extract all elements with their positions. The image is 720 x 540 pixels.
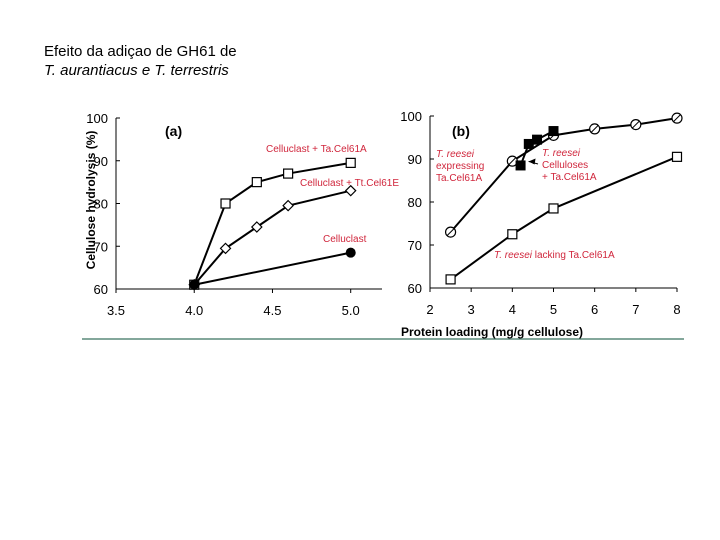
x-tick-label: 4.0	[185, 303, 203, 318]
y-tick-label: 70	[408, 238, 422, 253]
data-point	[671, 112, 683, 124]
panel-label: (b)	[452, 123, 470, 139]
x-tick-label: 2	[426, 302, 433, 317]
x-tick-label: 4.5	[263, 303, 281, 318]
x-tick-label: 8	[673, 302, 680, 317]
data-point	[445, 274, 456, 285]
y-axis-label: Cellulose hydrolysis (%)	[84, 131, 98, 270]
panel-b: 60 70 80 90 100 2 3 4 5 6 7 8 (b) T. reesei expressing…	[400, 109, 683, 317]
series-label: T. reesei Celluloses + Ta.Cel61A	[542, 148, 597, 183]
data-point	[507, 229, 518, 240]
data-point	[283, 168, 294, 179]
x-tick-label: 3.5	[107, 303, 125, 318]
data-point	[515, 160, 526, 171]
data-point	[344, 184, 357, 197]
series-label: Celluclast + Tt.Cel61E	[300, 178, 399, 189]
y-tick-label: 60	[408, 281, 422, 296]
data-point	[444, 226, 457, 238]
y-tick-label: 80	[94, 197, 108, 212]
x-tick-label: 6	[591, 302, 598, 317]
data-point	[523, 138, 534, 149]
series-label: T. reesei lacking Ta.Cel61A	[494, 250, 615, 261]
slide-title-line-2: T. aurantiacus e T. terrestris	[44, 62, 229, 79]
data-point	[250, 221, 263, 233]
x-tick-label: 3	[468, 302, 475, 317]
data-point	[532, 134, 543, 145]
series-line	[194, 251, 351, 286]
slide-title: Efeito da adiçao de GH61 de T. aurantiac…	[44, 42, 237, 80]
slide-title-line-1: Efeito da adiçao de GH61 de	[44, 43, 237, 60]
data-point	[189, 279, 200, 290]
data-point	[219, 242, 232, 255]
panel-a: 60 70 80 90 100 3.5 4.0 4.5 5.0 (a) Celluclast + T…	[86, 111, 399, 318]
data-point	[251, 177, 262, 188]
panel-label: (a)	[165, 123, 182, 139]
series-label: Celluclast	[323, 234, 367, 245]
y-tick-label: 100	[400, 109, 422, 124]
data-point	[671, 151, 683, 162]
x-axis-label: Protein loading (mg/g cellulose)	[401, 325, 583, 339]
data-point	[345, 157, 356, 168]
data-point	[589, 123, 601, 135]
data-point	[220, 198, 231, 209]
y-tick-label: 60	[94, 282, 108, 297]
x-tick-label: 4	[509, 302, 516, 317]
data-point	[630, 118, 642, 131]
data-point	[548, 203, 559, 214]
x-tick-label: 5	[550, 302, 557, 317]
y-tick-label: 70	[94, 239, 108, 254]
data-point	[345, 247, 356, 258]
data-point	[282, 199, 294, 212]
y-tick-label: 90	[408, 152, 422, 167]
data-point	[548, 126, 559, 137]
series-label: T. reesei expressing Ta.Cel61A	[436, 149, 484, 184]
y-tick-label: 90	[94, 154, 108, 169]
arrow-head	[528, 158, 536, 165]
series-label: Celluclast + Ta.Cel61A	[266, 144, 367, 155]
y-tick-label: 80	[408, 195, 422, 210]
x-tick-label: 7	[632, 302, 639, 317]
series-line	[449, 117, 678, 233]
series-line	[449, 155, 678, 281]
y-tick-label: 100	[86, 111, 108, 126]
x-tick-label: 5.0	[342, 303, 360, 318]
